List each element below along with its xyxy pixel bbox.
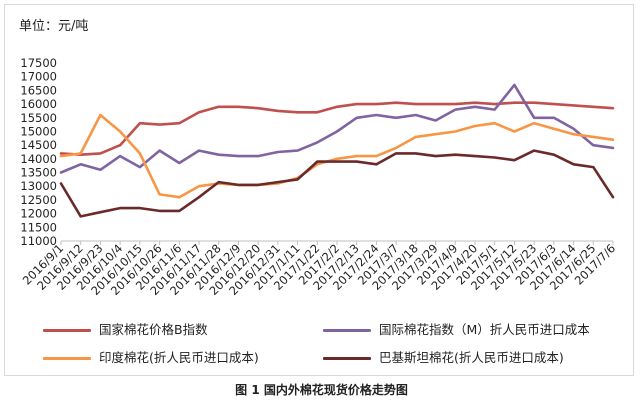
y-tick-label: 15500 — [20, 111, 57, 125]
legend-item-m-index: 国际棉花指数（M）折人民币进口成本 — [323, 319, 590, 338]
y-tick-label: 17000 — [20, 70, 57, 84]
y-tick-label: 12500 — [20, 193, 57, 207]
y-tick-label: 11500 — [20, 220, 57, 234]
legend-label-b-index: 国家棉花价格B指数 — [99, 322, 208, 337]
legend-label-india: 印度棉花(折人民币进口成本) — [99, 350, 259, 365]
y-tick-label: 16500 — [20, 83, 57, 97]
legend-label-m-index: 国际棉花指数（M）折人民币进口成本 — [379, 322, 590, 337]
legend-item-india: 印度棉花(折人民币进口成本) — [43, 347, 259, 366]
legend-swatch-m-index — [323, 329, 371, 332]
y-tick-label: 13500 — [20, 166, 57, 180]
legend-swatch-pakistan — [323, 357, 371, 360]
series-line-m-index — [59, 83, 615, 174]
y-tick-label: 14000 — [20, 152, 57, 166]
legend-item-b-index: 国家棉花价格B指数 — [43, 319, 208, 338]
series-line-india — [59, 113, 615, 199]
figure-caption: 图 1 国内外棉花现货价格走势图 — [235, 383, 408, 397]
y-tick-label: 14500 — [20, 138, 57, 152]
y-tick-label: 13000 — [20, 179, 57, 193]
y-tick-label: 16000 — [20, 97, 57, 111]
legend-swatch-india — [43, 357, 91, 360]
y-tick-label: 11000 — [20, 234, 57, 248]
series-line-pakistan — [59, 149, 615, 218]
series-line-b-index — [59, 101, 615, 156]
legend-label-pakistan: 巴基斯坦棉花(折人民币进口成本) — [379, 350, 564, 365]
y-tick-label: 12000 — [20, 207, 57, 221]
chart-frame: 单位：元/吨 11000 11500 12000 12500 13000 13500 140… — [4, 4, 634, 376]
line-chart: 1100011500120001250013000135001400014500… — [20, 56, 618, 298]
y-tick-label: 15000 — [20, 124, 57, 138]
y-tick-label: 17500 — [20, 56, 57, 70]
legend-swatch-b-index — [43, 329, 91, 332]
legend-item-pakistan: 巴基斯坦棉花(折人民币进口成本) — [323, 347, 564, 366]
unit-label: 单位：元/吨 — [19, 19, 89, 34]
